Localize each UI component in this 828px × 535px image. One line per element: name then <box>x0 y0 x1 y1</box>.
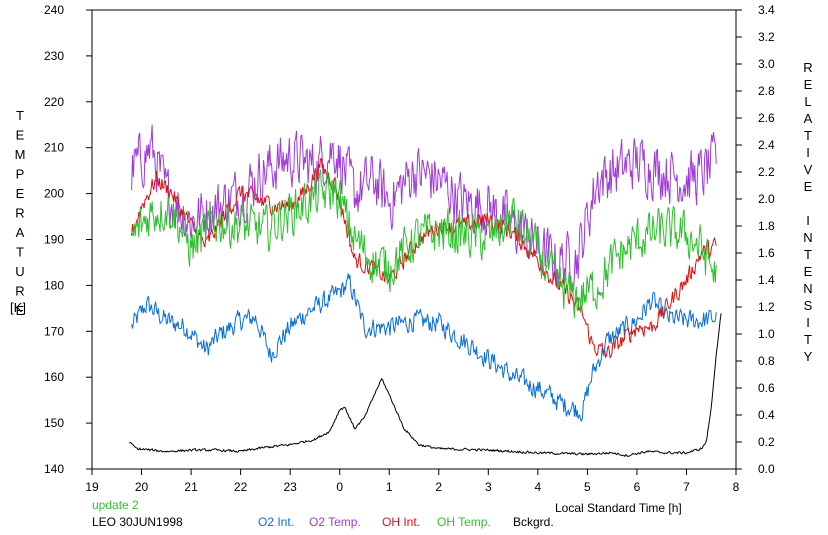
legend-entry: O2 Int. <box>258 515 294 529</box>
right-tick-label: 3.0 <box>758 57 775 71</box>
right-tick-label: 0.2 <box>758 435 775 449</box>
x-tick-label: 4 <box>535 480 542 494</box>
x-tick-label: 1 <box>386 480 393 494</box>
series-lines <box>129 124 722 458</box>
x-tick-label: 20 <box>135 480 149 494</box>
right-tick-label: 0.0 <box>758 462 775 476</box>
right-tick-label: 1.0 <box>758 327 775 341</box>
x-tick-label: 6 <box>634 480 641 494</box>
legend-entry: O2 Temp. <box>309 515 361 529</box>
right-tick-label: 2.0 <box>758 192 775 206</box>
series-line-bckgrd <box>129 313 722 458</box>
legend: O2 Int. O2 Temp. OH Int. OH Temp. Bckgrd. <box>258 515 554 529</box>
series-line-o2-temp <box>131 124 717 292</box>
right-tick-label: 2.2 <box>758 165 775 179</box>
right-tick-label: 0.6 <box>758 381 775 395</box>
series-line-o2-int <box>131 273 717 422</box>
x-tick-label: 5 <box>584 480 591 494</box>
right-tick-label: 1.6 <box>758 246 775 260</box>
left-tick-label: 170 <box>44 324 64 338</box>
station-date-label: LEO 30JUN1998 <box>92 515 183 529</box>
x-tick-label: 2 <box>435 480 442 494</box>
left-tick-label: 240 <box>44 3 64 17</box>
right-tick-label: 1.8 <box>758 219 775 233</box>
legend-entry: Bckgrd. <box>513 515 554 529</box>
right-tick-label: 2.4 <box>758 138 775 152</box>
right-y-axis: 0.0 0.2 0.4 0.6 0.8 1.0 1.2 1.4 1.6 1.8 2.0 2.2 2.4 2… <box>736 3 775 476</box>
left-tick-label: 190 <box>44 233 64 247</box>
left-tick-label: 140 <box>44 462 64 476</box>
left-axis-unit: [K] <box>10 300 26 315</box>
update-label: update 2 <box>92 498 139 512</box>
left-tick-label: 180 <box>44 278 64 292</box>
x-tick-label: 3 <box>485 480 492 494</box>
series-line-oh-int <box>131 157 717 359</box>
left-tick-label: 200 <box>44 187 64 201</box>
x-axis-label: Local Standard Time [h] <box>555 501 682 515</box>
x-tick-label: 7 <box>683 480 690 494</box>
series-line-oh-temp <box>131 169 717 318</box>
left-tick-label: 230 <box>44 49 64 63</box>
x-tick-label: 21 <box>184 480 198 494</box>
right-tick-label: 3.4 <box>758 3 775 17</box>
left-tick-label: 160 <box>44 370 64 384</box>
left-tick-label: 210 <box>44 141 64 155</box>
x-tick-label: 19 <box>85 480 99 494</box>
right-tick-label: 0.4 <box>758 408 775 422</box>
right-tick-label: 1.4 <box>758 273 775 287</box>
legend-entry: OH Temp. <box>437 515 491 529</box>
left-y-axis: 140 150 160 170 180 190 200 210 220 230 240 <box>44 3 92 476</box>
left-tick-label: 150 <box>44 416 64 430</box>
right-tick-label: 0.8 <box>758 354 775 368</box>
right-tick-label: 2.8 <box>758 84 775 98</box>
x-tick-label: 23 <box>283 480 297 494</box>
x-tick-label: 0 <box>336 480 343 494</box>
right-tick-label: 3.2 <box>758 30 775 44</box>
left-tick-label: 220 <box>44 95 64 109</box>
right-tick-label: 2.6 <box>758 111 775 125</box>
right-tick-label: 1.2 <box>758 300 775 314</box>
legend-entry: OH Int. <box>382 515 420 529</box>
x-tick-label: 22 <box>234 480 248 494</box>
x-tick-label: 8 <box>733 480 740 494</box>
x-axis: 19 20 21 22 23 0 1 2 3 4 5 6 7 8 <box>85 469 740 494</box>
